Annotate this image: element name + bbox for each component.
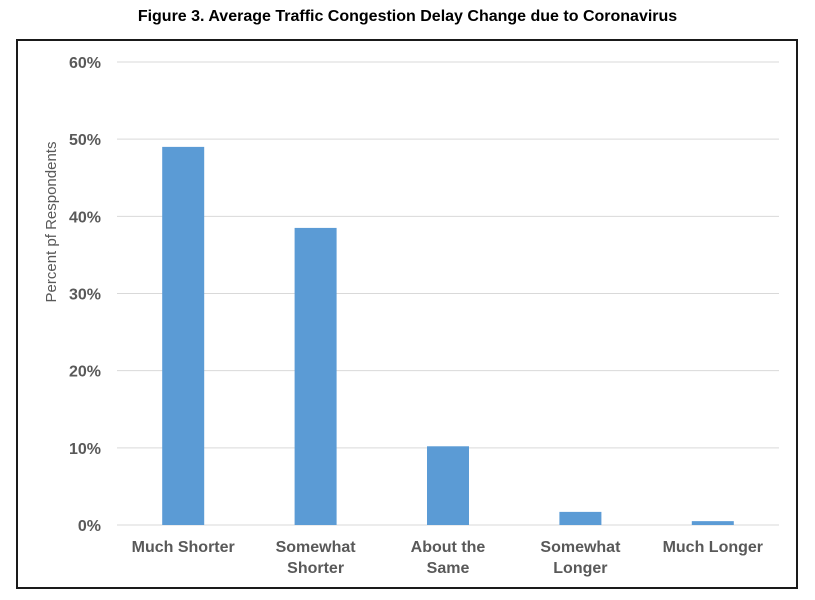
bar <box>427 446 469 525</box>
x-axis-ticks: Much Shorter Somewhat Shorter About the Same… <box>132 539 763 577</box>
figure-title: Figure 3. Average Traffic Congestion Del… <box>137 8 678 25</box>
y-tick-label: 40% <box>69 209 101 226</box>
bar <box>294 227 337 526</box>
bar <box>162 146 205 525</box>
x-tick-label: Much Longer <box>663 539 763 556</box>
x-tick-label: Somewhat Longer <box>540 539 621 577</box>
y-tick-label: 50% <box>69 132 101 149</box>
y-axis-ticks: 0% 10% 20% 30% 40% 50% 60% <box>69 55 101 535</box>
chart-frame <box>16 39 798 589</box>
y-tick-label: 0% <box>78 518 101 535</box>
y-tick-label: 30% <box>69 287 101 304</box>
bar <box>559 511 602 525</box>
bar <box>691 521 734 525</box>
y-tick-label: 20% <box>69 364 101 381</box>
gridlines <box>117 61 779 526</box>
y-tick-label: 60% <box>69 55 101 72</box>
y-axis-label: Percent pf Respondents <box>43 142 60 303</box>
x-tick-label: About the Same <box>411 539 486 577</box>
y-tick-label: 10% <box>69 441 101 458</box>
x-tick-label: Much Shorter <box>132 539 235 556</box>
x-tick-label: Somewhat Shorter <box>276 539 357 577</box>
bars <box>162 146 734 526</box>
